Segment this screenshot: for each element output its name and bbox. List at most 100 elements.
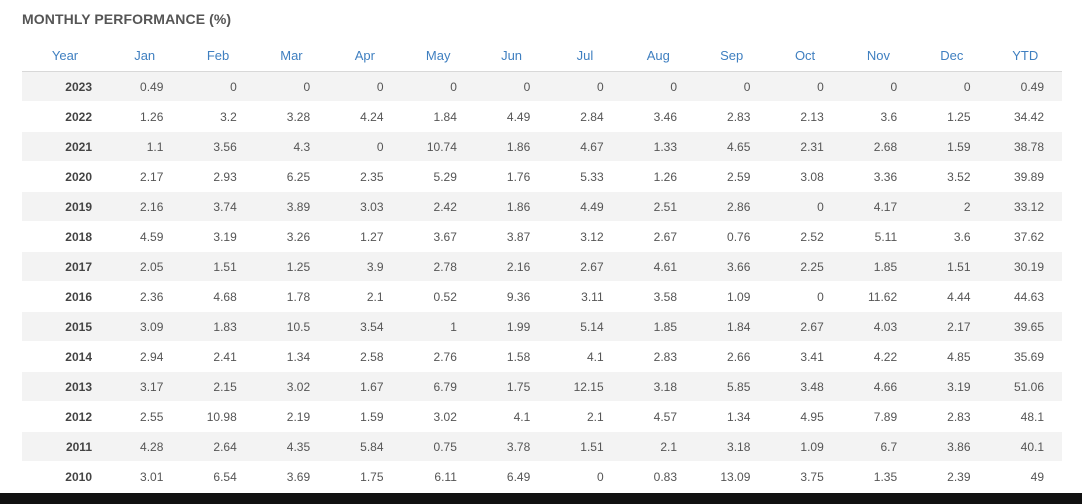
value-cell: 2.31	[768, 131, 842, 162]
table-row: 2017 2.05 1.51 1.25 3.9 2.78 2.16 2.67 4.61 3.66 2…	[22, 251, 1062, 282]
value-cell: 1.09	[768, 431, 842, 462]
value-cell: 1.34	[254, 341, 329, 372]
value-cell: 0.76	[695, 221, 769, 252]
table-row: 2013 3.17 2.15 3.02 1.67 6.79 1.75 12.15 3.18 5.8…	[22, 371, 1062, 402]
value-cell: 39.65	[988, 311, 1062, 342]
value-cell: 2.78	[401, 251, 475, 282]
value-cell: 3.19	[181, 221, 255, 252]
value-cell: 4.1	[474, 401, 549, 432]
year-cell: 2015	[22, 311, 108, 342]
value-cell: 0	[328, 131, 402, 162]
value-cell: 6.7	[841, 431, 916, 462]
year-cell: 2020	[22, 161, 108, 192]
column-header: Apr	[328, 40, 402, 72]
value-cell: 6.25	[254, 161, 329, 192]
value-cell: 3.52	[915, 161, 989, 192]
value-cell: 0	[768, 71, 842, 102]
value-cell: 5.14	[548, 311, 622, 342]
value-cell: 2.17	[915, 311, 989, 342]
year-cell: 2013	[22, 371, 108, 402]
value-cell: 13.09	[695, 461, 769, 492]
column-header: Oct	[768, 40, 842, 72]
value-cell: 2.67	[548, 251, 622, 282]
value-cell: 4.66	[841, 371, 916, 402]
value-cell: 0	[621, 71, 695, 102]
table-row: 2016 2.36 4.68 1.78 2.1 0.52 9.36 3.11 3.58 1.09 0…	[22, 281, 1062, 312]
value-cell: 4.65	[695, 131, 769, 162]
value-cell: 2.1	[621, 431, 695, 462]
column-header: YTD	[988, 40, 1062, 72]
value-cell: 3.67	[401, 221, 475, 252]
value-cell: 38.78	[988, 131, 1062, 162]
table-row: 2023 0.49 0 0 0 0 0 0 0 0 0 0 0 0.49	[22, 71, 1062, 102]
value-cell: 2.86	[695, 191, 769, 222]
value-cell: 12.15	[548, 371, 622, 402]
value-cell: 2.41	[181, 341, 255, 372]
value-cell: 2.42	[401, 191, 475, 222]
year-cell: 2012	[22, 401, 108, 432]
value-cell: 3.6	[841, 101, 916, 132]
value-cell: 3.11	[548, 281, 622, 312]
value-cell: 48.1	[988, 401, 1062, 432]
value-cell: 0.75	[401, 431, 475, 462]
value-cell: 2.83	[915, 401, 989, 432]
value-cell: 3.89	[254, 191, 329, 222]
value-cell: 2.39	[915, 461, 989, 492]
value-cell: 0	[401, 71, 475, 102]
value-cell: 2.36	[108, 281, 182, 312]
value-cell: 2.15	[181, 371, 255, 402]
value-cell: 3.78	[474, 431, 549, 462]
value-cell: 10.74	[401, 131, 475, 162]
value-cell: 4.3	[254, 131, 329, 162]
value-cell: 2.17	[108, 161, 182, 192]
column-header: Aug	[621, 40, 695, 72]
column-header: Feb	[181, 40, 255, 72]
year-cell: 2021	[22, 131, 108, 162]
value-cell: 2.05	[108, 251, 182, 282]
value-cell: 5.84	[328, 431, 402, 462]
value-cell: 4.49	[474, 101, 549, 132]
value-cell: 4.61	[621, 251, 695, 282]
value-cell: 3.74	[181, 191, 255, 222]
value-cell: 3.86	[915, 431, 989, 462]
section-title: MONTHLY PERFORMANCE (%)	[22, 11, 232, 27]
value-cell: 1.26	[621, 161, 695, 192]
column-header: Jan	[108, 40, 182, 72]
value-cell: 2.83	[621, 341, 695, 372]
value-cell: 1.86	[474, 131, 549, 162]
value-cell: 0	[695, 71, 769, 102]
value-cell: 3.18	[695, 431, 769, 462]
value-cell: 1.59	[328, 401, 402, 432]
value-cell: 2.35	[328, 161, 402, 192]
value-cell: 35.69	[988, 341, 1062, 372]
value-cell: 2.94	[108, 341, 182, 372]
table-row: 2020 2.17 2.93 6.25 2.35 5.29 1.76 5.33 1.26 2.59…	[22, 161, 1062, 192]
value-cell: 10.98	[181, 401, 255, 432]
value-cell: 4.95	[768, 401, 842, 432]
header-row: Year Jan Feb Mar Apr May Jun Jul Aug Sep Oct Nov Dec…	[22, 40, 1062, 72]
value-cell: 2.19	[254, 401, 329, 432]
value-cell: 3.9	[328, 251, 402, 282]
value-cell: 0.83	[621, 461, 695, 492]
value-cell: 0	[768, 281, 842, 312]
value-cell: 39.89	[988, 161, 1062, 192]
value-cell: 3.54	[328, 311, 402, 342]
value-cell: 0.49	[108, 71, 182, 102]
column-header: Nov	[841, 40, 916, 72]
value-cell: 11.62	[841, 281, 916, 312]
value-cell: 1.85	[841, 251, 916, 282]
value-cell: 4.22	[841, 341, 916, 372]
value-cell: 3.02	[254, 371, 329, 402]
value-cell: 1.78	[254, 281, 329, 312]
value-cell: 3.01	[108, 461, 182, 492]
value-cell: 0.49	[988, 71, 1062, 102]
value-cell: 1.59	[915, 131, 989, 162]
value-cell: 1.26	[108, 101, 182, 132]
value-cell: 1.75	[328, 461, 402, 492]
value-cell: 2.51	[621, 191, 695, 222]
value-cell: 1.67	[328, 371, 402, 402]
value-cell: 4.1	[548, 341, 622, 372]
value-cell: 9.36	[474, 281, 549, 312]
value-cell: 0	[474, 71, 549, 102]
value-cell: 1.25	[254, 251, 329, 282]
